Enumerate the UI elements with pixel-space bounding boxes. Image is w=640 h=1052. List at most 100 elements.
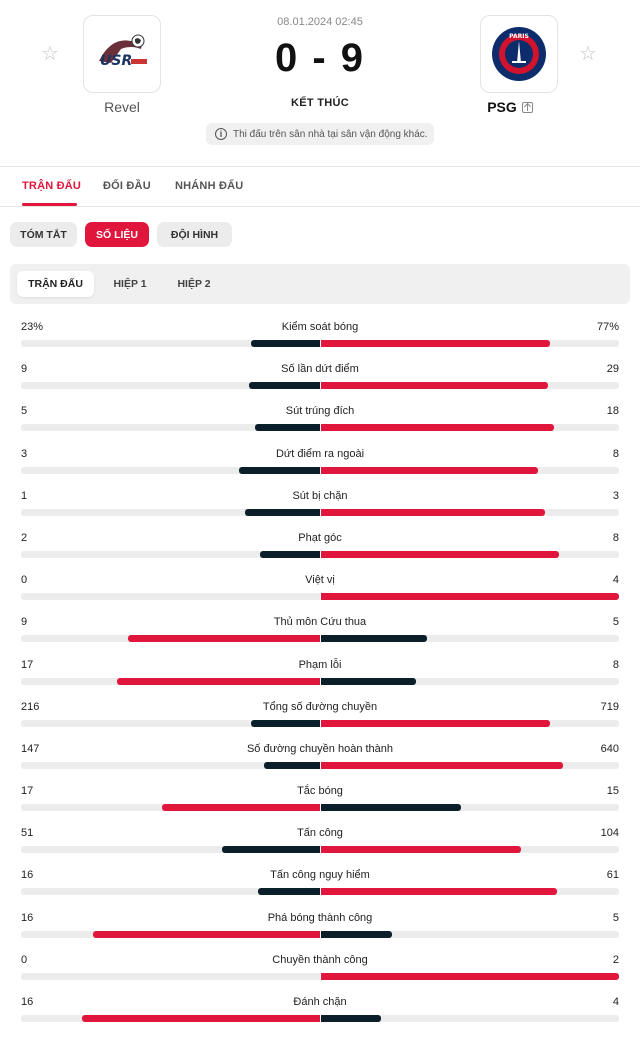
- stat-label: Tổng số đường chuyền: [262, 700, 378, 713]
- away-team-name[interactable]: PSG: [460, 99, 560, 115]
- stat-bar-away-track: [321, 466, 619, 474]
- tab-match[interactable]: TRẬN ĐẤU: [22, 180, 82, 192]
- away-team-logo[interactable]: PARIS: [480, 15, 558, 93]
- stat-label: Số đường chuyền hoàn thành: [246, 742, 394, 755]
- stat-row: 1 Sút bị chặn 3: [0, 484, 640, 526]
- match-status: KẾT THÚC: [290, 97, 349, 109]
- stat-bar-home-track: [21, 593, 320, 601]
- stat-bar-away: [321, 761, 563, 769]
- period-second-half[interactable]: HIỆP 2: [177, 278, 211, 290]
- stat-label: Dứt điểm ra ngoài: [275, 447, 365, 460]
- match-tabs: TRẬN ĐẤU ĐỐI ĐẦU NHÁNH ĐẤU: [0, 167, 640, 207]
- stat-label: Tấn công: [297, 827, 343, 840]
- stat-label: Phá bóng thành công: [267, 911, 373, 924]
- home-team-name[interactable]: Revel: [104, 99, 140, 115]
- away-team-name-text: PSG: [487, 99, 517, 115]
- stat-away-value: 640: [600, 742, 619, 755]
- stat-bar-home: [255, 424, 320, 432]
- stat-away-value: 8: [612, 531, 619, 544]
- stat-bar-home-track: [21, 930, 320, 938]
- stat-row: 0 Chuyền thành công 2: [0, 948, 640, 990]
- stat-away-value: 104: [600, 827, 619, 840]
- external-link-icon[interactable]: [521, 101, 533, 113]
- stat-home-value: 16: [21, 911, 34, 924]
- stat-bar-away: [321, 382, 548, 390]
- stat-bar-away-track: [321, 930, 619, 938]
- stat-row: 16 Đánh chặn 4: [0, 990, 640, 1032]
- stat-bar-away-track: [321, 424, 619, 432]
- stat-away-value: 15: [606, 785, 619, 798]
- stat-home-value: 9: [21, 616, 28, 629]
- stat-row: 23% Kiểm soát bóng 77%: [0, 315, 640, 357]
- stat-away-value: 18: [606, 405, 619, 418]
- stat-bar-away-track: [321, 508, 619, 516]
- tab-bracket[interactable]: NHÁNH ĐẤU: [175, 180, 244, 192]
- stat-away-value: 5: [612, 616, 619, 629]
- stat-bar-home: [245, 508, 320, 516]
- stat-home-value: 17: [21, 658, 34, 671]
- stat-home-value: 147: [21, 742, 40, 755]
- home-team-logo[interactable]: USR: [83, 15, 161, 93]
- stat-bar-away-track: [321, 719, 619, 727]
- stat-bar-away-track: [321, 846, 619, 854]
- stat-bar-away-track: [321, 635, 619, 643]
- stat-label: Sút bị chặn: [292, 489, 348, 502]
- stat-row: 5 Sút trúng đích 18: [0, 399, 640, 441]
- stat-label: Thủ môn Cứu thua: [273, 616, 367, 629]
- stat-bar-away: [321, 972, 619, 980]
- logo-text: PARIS: [509, 33, 529, 40]
- stat-row: 9 Số lần dứt điểm 29: [0, 357, 640, 399]
- stat-home-value: 16: [21, 869, 34, 882]
- stat-bar-home-track: [21, 466, 320, 474]
- stat-bar-home: [251, 719, 320, 727]
- stat-home-value: 2: [21, 531, 28, 544]
- favorite-home-star-icon[interactable]: ☆: [41, 43, 59, 65]
- stat-bar-home: [162, 804, 320, 812]
- tab-head-to-head[interactable]: ĐỐI ĐẦU: [103, 180, 151, 192]
- active-tab-indicator: [22, 203, 77, 206]
- stat-bar-away: [321, 846, 521, 854]
- stat-home-value: 16: [21, 996, 34, 1008]
- stat-home-value: 17: [21, 785, 34, 798]
- pill-stats[interactable]: SỐ LIỆU: [85, 222, 149, 247]
- stat-bar-away-track: [321, 382, 619, 390]
- period-first-half[interactable]: HIỆP 1: [113, 278, 147, 290]
- stat-bar-home-track: [21, 888, 320, 896]
- stat-home-value: 3: [21, 447, 28, 460]
- match-score: 0 - 9: [274, 36, 366, 80]
- stat-bar-home-track: [21, 846, 320, 854]
- stat-bar-home-track: [21, 804, 320, 812]
- stat-bar-away: [321, 888, 557, 896]
- stat-bar-away: [321, 677, 416, 685]
- stat-home-value: 9: [21, 363, 28, 376]
- stat-row: 9 Thủ môn Cứu thua 5: [0, 610, 640, 652]
- stat-row: 17 Tắc bóng 15: [0, 779, 640, 821]
- stat-away-value: 719: [600, 700, 619, 713]
- stat-bar-home-track: [21, 972, 320, 980]
- period-full-match[interactable]: TRẬN ĐẤU: [17, 271, 94, 297]
- stat-row: 3 Dứt điểm ra ngoài 8: [0, 442, 640, 484]
- stat-bar-away: [321, 508, 545, 516]
- stat-away-value: 4: [612, 996, 619, 1008]
- stat-away-value: 77%: [596, 321, 619, 333]
- stat-bar-home: [239, 466, 320, 474]
- pill-summary[interactable]: TÓM TẮT: [10, 222, 77, 247]
- pill-lineups[interactable]: ĐỘI HÌNH: [157, 222, 232, 247]
- stat-home-value: 0: [21, 574, 28, 587]
- period-selector: TRẬN ĐẤU HIỆP 1 HIỆP 2: [10, 264, 630, 304]
- stat-row: 17 Phạm lỗi 8: [0, 653, 640, 695]
- favorite-away-star-icon[interactable]: ☆: [579, 43, 597, 65]
- stat-bar-home: [128, 635, 320, 643]
- stat-bar-away: [321, 424, 554, 432]
- stat-bar-home-track: [21, 508, 320, 516]
- stat-label: Đánh chặn: [293, 996, 347, 1008]
- stat-bar-home-track: [21, 677, 320, 685]
- stat-home-value: 51: [21, 827, 34, 840]
- stat-label: Sút trúng đích: [285, 405, 355, 418]
- stat-bar-away-track: [321, 888, 619, 896]
- stat-bar-home: [249, 382, 320, 390]
- stat-bar-home-track: [21, 382, 320, 390]
- stat-row: 16 Phá bóng thành công 5: [0, 906, 640, 948]
- subtab-pills: TÓM TẮT SỐ LIỆU ĐỘI HÌNH: [10, 222, 232, 247]
- stat-bar-away: [321, 635, 427, 643]
